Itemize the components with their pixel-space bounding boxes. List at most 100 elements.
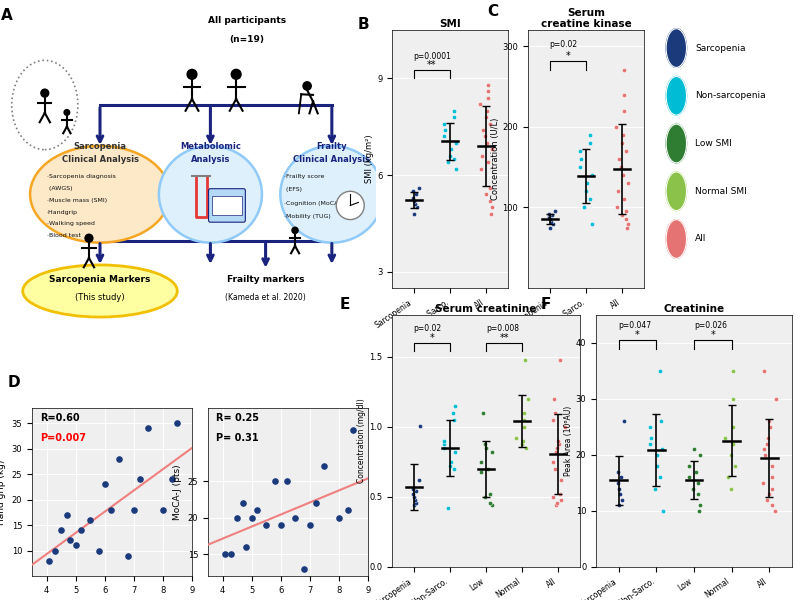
Point (444, 457, 457, 467)
Point (166, 475, 178, 484)
Point (548, 408, 561, 418)
Text: R= 0.25: R= 0.25 (216, 413, 259, 423)
Point (618, 416, 630, 426)
Point (581, 178, 594, 188)
Point (611, 203, 624, 212)
Text: *: * (710, 330, 715, 340)
Point (518, 408, 530, 418)
Point (475, 164, 488, 173)
Point (654, 366, 666, 376)
Point (104, 505, 117, 515)
Point (766, 473, 778, 482)
Point (580, 187, 593, 196)
Point (483, 183, 496, 193)
Point (618, 65, 630, 75)
Text: Metabolomic: Metabolomic (180, 142, 241, 151)
Title: Creatinine: Creatinine (663, 304, 725, 314)
Point (644, 433, 657, 443)
Point (342, 505, 354, 515)
Point (651, 450, 664, 460)
Title: Serum creatinine: Serum creatinine (435, 304, 537, 314)
Text: (Kameda et al. 2020): (Kameda et al. 2020) (226, 293, 306, 302)
Point (485, 209, 498, 218)
Point (289, 513, 302, 523)
Point (654, 473, 666, 482)
Text: F: F (541, 298, 551, 313)
Point (414, 421, 426, 430)
Text: ·Mobility (TUG): ·Mobility (TUG) (284, 214, 330, 219)
Point (518, 355, 531, 365)
Circle shape (41, 89, 49, 97)
Point (84, 515, 97, 525)
Point (49, 546, 62, 556)
Text: B: B (357, 17, 369, 32)
Circle shape (303, 82, 311, 90)
Text: (n=19): (n=19) (230, 35, 265, 44)
Point (682, 461, 695, 471)
Point (447, 106, 460, 115)
Point (518, 422, 530, 432)
Text: (AWGS): (AWGS) (46, 186, 72, 191)
Point (438, 436, 450, 446)
Point (694, 500, 707, 510)
Point (157, 505, 170, 515)
Y-axis label: Concentration (mg/dl): Concentration (mg/dl) (358, 398, 366, 484)
Text: Low SMI: Low SMI (695, 139, 732, 148)
Point (727, 422, 740, 432)
Point (482, 464, 494, 474)
Point (727, 366, 740, 376)
Text: (This study): (This study) (75, 293, 125, 302)
Point (515, 439, 528, 449)
Point (724, 484, 737, 493)
Point (447, 154, 460, 164)
Point (583, 194, 596, 204)
Point (611, 187, 624, 196)
Circle shape (292, 227, 298, 233)
Point (546, 218, 559, 228)
Point (113, 454, 126, 464)
Point (690, 467, 702, 476)
Text: ·Handgrip: ·Handgrip (46, 209, 78, 215)
Text: P= 0.31: P= 0.31 (216, 433, 258, 443)
Point (483, 498, 496, 508)
Point (618, 89, 630, 99)
Point (584, 138, 597, 148)
Point (448, 401, 461, 411)
Point (546, 415, 559, 425)
Point (171, 418, 184, 428)
Point (611, 478, 624, 488)
Point (764, 422, 777, 432)
Point (408, 492, 421, 502)
Point (545, 217, 558, 227)
Point (546, 211, 558, 220)
Point (413, 183, 426, 193)
Point (274, 520, 287, 530)
Point (479, 190, 492, 199)
Text: p=0.047: p=0.047 (618, 321, 652, 330)
Y-axis label: Hand grip (kg): Hand grip (kg) (0, 460, 6, 524)
Title: SMI: SMI (439, 19, 461, 29)
Text: *: * (635, 330, 640, 340)
Point (611, 467, 624, 476)
Point (542, 212, 555, 222)
Point (482, 86, 494, 96)
Point (613, 500, 626, 510)
Point (486, 500, 498, 510)
Text: ·Frailty score: ·Frailty score (284, 174, 324, 179)
Text: Sarcopenia: Sarcopenia (695, 44, 746, 53)
Point (757, 478, 770, 488)
Text: P=0.007: P=0.007 (40, 433, 86, 443)
Circle shape (666, 76, 686, 115)
Point (303, 520, 316, 530)
Point (688, 445, 701, 454)
Point (726, 439, 739, 449)
Text: R=0.60: R=0.60 (40, 413, 80, 423)
Point (438, 443, 450, 453)
Point (656, 506, 669, 516)
Point (558, 422, 571, 432)
Point (619, 146, 632, 156)
Point (615, 138, 628, 148)
Point (483, 119, 496, 128)
Point (694, 450, 706, 460)
Point (648, 484, 661, 493)
